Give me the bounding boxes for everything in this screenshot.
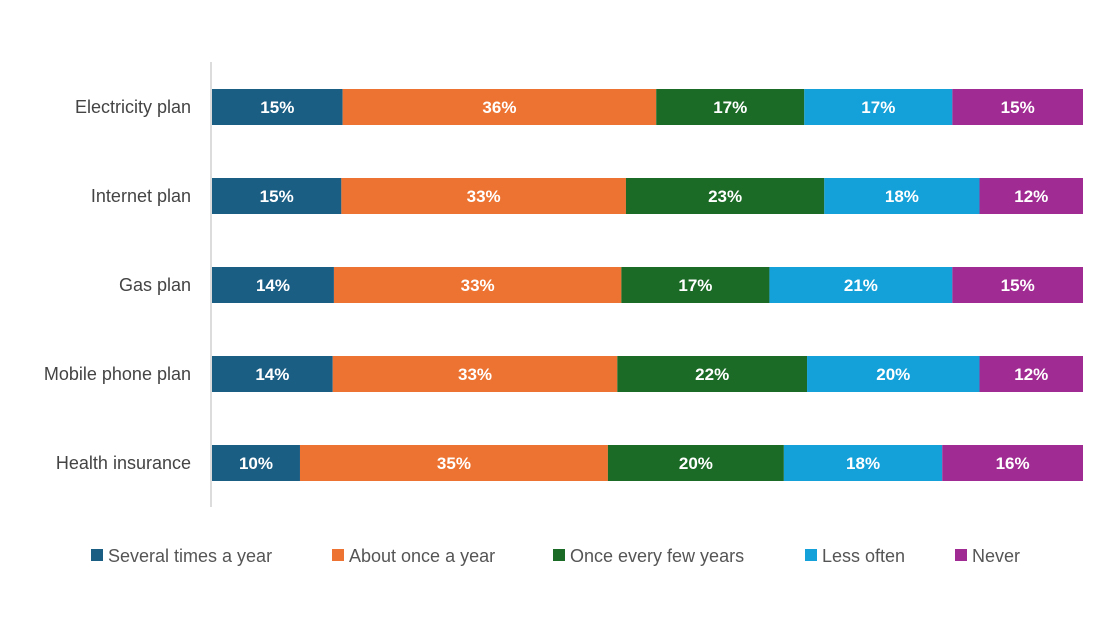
legend-swatch [91,549,103,561]
legend-label: Once every few years [570,546,744,566]
bar-segment [824,178,980,214]
data-label: 14% [255,365,289,384]
legend-label: About once a year [349,546,495,566]
data-label: 12% [1014,187,1048,206]
data-label: 22% [695,365,729,384]
data-label: 15% [260,187,294,206]
data-label: 18% [846,454,880,473]
bar-segment [804,89,953,125]
bar-segment [979,178,1083,214]
bar-segment [807,356,980,392]
bar-segment [333,267,622,303]
category-label: Mobile phone plan [44,364,191,384]
data-label: 36% [482,98,516,117]
category-label: Health insurance [56,453,191,473]
legend-swatch [955,549,967,561]
data-label: 15% [1001,276,1035,295]
data-label: 20% [876,365,910,384]
data-label: 10% [239,454,273,473]
legend-swatch [805,549,817,561]
data-label: 18% [885,187,919,206]
bar-segment [607,445,784,481]
data-label: 33% [467,187,501,206]
legend-swatch [553,549,565,561]
legend-label: Less often [822,546,905,566]
bar-segment [299,445,608,481]
data-label: 15% [260,98,294,117]
data-label: 17% [678,276,712,295]
bar-segment [212,356,333,392]
data-label: 20% [679,454,713,473]
data-label: 14% [256,276,290,295]
category-label: Gas plan [119,275,191,295]
data-label: 33% [461,276,495,295]
bar-segment [212,89,343,125]
bar-segment [625,178,825,214]
data-label: 12% [1014,365,1048,384]
data-label: 17% [861,98,895,117]
bar-segment [621,267,770,303]
legend-label: Never [972,546,1020,566]
bar-segment [952,267,1083,303]
bar-segment [979,356,1083,392]
bar-segment [783,445,943,481]
bar-segment [952,89,1083,125]
legend-swatch [332,549,344,561]
bar-segment [342,89,657,125]
bar-segment [212,445,300,481]
data-label: 33% [458,365,492,384]
legend-label: Several times a year [108,546,272,566]
bar-segment [212,267,334,303]
data-label: 23% [708,187,742,206]
data-label: 17% [713,98,747,117]
bar-segment [942,445,1083,481]
data-label: 15% [1001,98,1035,117]
bar-segment [332,356,618,392]
bar-segment [617,356,808,392]
bar-segment [769,267,953,303]
bar-segment [212,178,342,214]
bar-segment [656,89,805,125]
category-label: Internet plan [91,186,191,206]
bar-segment [341,178,626,214]
data-label: 21% [844,276,878,295]
category-label: Electricity plan [75,97,191,117]
data-label: 35% [437,454,471,473]
data-label: 16% [996,454,1030,473]
